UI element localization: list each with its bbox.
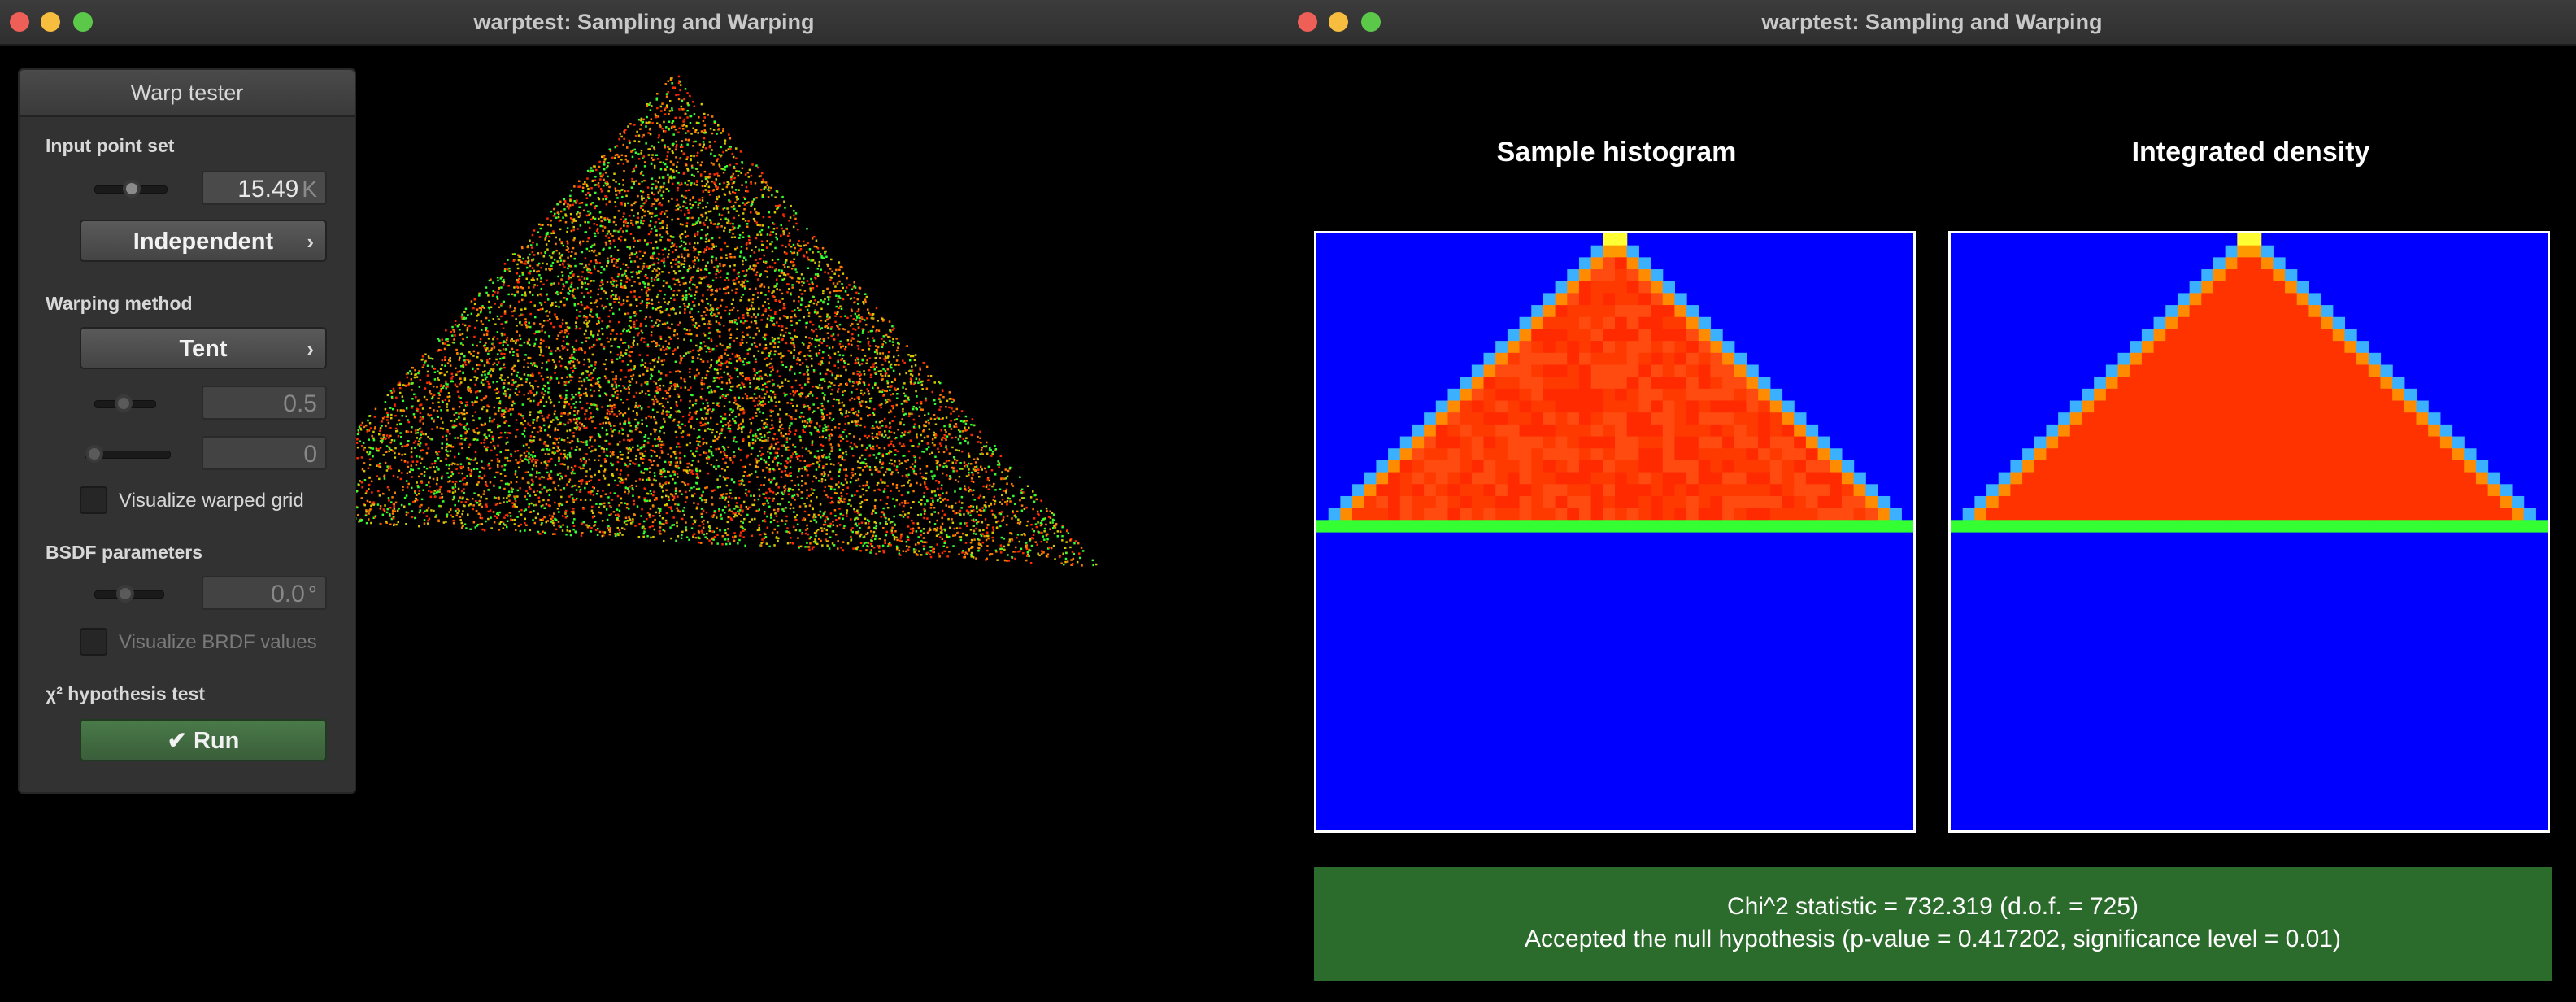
run-button[interactable]: ✔ Run [80, 719, 327, 761]
param1-field[interactable]: 0.5 [202, 386, 327, 420]
input-point-set-label: Input point set [46, 135, 175, 156]
sample-histogram [1314, 231, 1916, 833]
chi2-statistic-text: Chi^2 statistic = 732.319 (d.o.f. = 725) [1726, 893, 2139, 920]
panel-title[interactable]: Warp tester [20, 70, 355, 117]
zoom-button[interactable] [73, 12, 93, 32]
warping-method-label: Warping method [46, 293, 193, 314]
bsdf-parameters-label: BSDF parameters [46, 542, 203, 563]
left-titlebar: warptest: Sampling and Warping [0, 0, 1288, 46]
param2-field[interactable]: 0 [202, 436, 327, 470]
visualize-grid-checkbox[interactable] [80, 486, 107, 514]
param2-slider[interactable] [85, 445, 171, 463]
visualize-grid-label: Visualize warped grid [119, 490, 304, 512]
bsdf-slider[interactable] [94, 585, 164, 603]
bsdf-field[interactable]: 0.0 ° [202, 576, 327, 610]
right-titlebar: warptest: Sampling and Warping [1288, 0, 2576, 46]
sample-histogram-title: Sample histogram [1496, 137, 1737, 168]
minimize-button[interactable] [1329, 12, 1348, 32]
warping-method-button[interactable]: Tent › [80, 327, 327, 369]
window-title: warptest: Sampling and Warping [1761, 10, 2103, 34]
chevron-right-icon: › [307, 229, 314, 254]
window-title: warptest: Sampling and Warping [473, 10, 815, 34]
left-window: warptest: Sampling and Warping Warp test… [0, 0, 1288, 1002]
visualize-brdf-label: Visualize BRDF values [119, 631, 317, 653]
chevron-right-icon: › [307, 337, 314, 361]
integrated-density-title: Integrated density [2131, 137, 2370, 168]
param1-slider[interactable] [94, 394, 156, 412]
point-count-slider[interactable] [94, 180, 168, 198]
chi2-result-box: Chi^2 statistic = 732.319 (d.o.f. = 725)… [1314, 867, 2552, 981]
minimize-button[interactable] [41, 12, 60, 32]
integrated-density [1948, 231, 2550, 833]
hypothesis-result-text: Accepted the null hypothesis (p-value = … [1525, 926, 2341, 952]
slider-knob[interactable] [115, 394, 133, 412]
zoom-button[interactable] [1361, 12, 1381, 32]
check-icon: ✔ [167, 728, 194, 754]
slider-knob[interactable] [85, 445, 103, 463]
point-count-field[interactable]: 15.49 K [202, 171, 327, 205]
warp-tester-panel: Warp tester Input point set 15.49 K Indep… [18, 68, 356, 794]
point-set-mode-button[interactable]: Independent › [80, 220, 327, 262]
visualize-brdf-checkbox[interactable] [80, 628, 107, 656]
slider-knob[interactable] [123, 180, 141, 198]
warped-points-view[interactable] [0, 46, 1288, 1002]
slider-knob[interactable] [116, 585, 134, 603]
close-button[interactable] [10, 12, 29, 32]
hypothesis-test-label: χ² hypothesis test [46, 683, 205, 704]
close-button[interactable] [1298, 12, 1317, 32]
